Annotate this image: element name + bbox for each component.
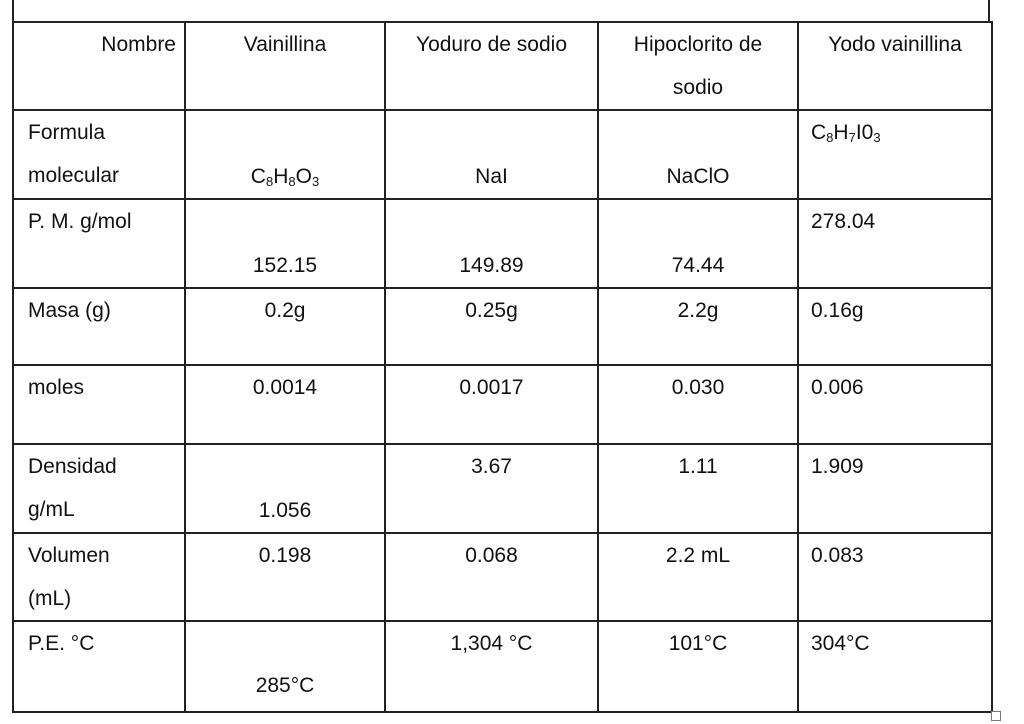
table-top-frame bbox=[12, 0, 990, 21]
cell-value: 3.67 bbox=[384, 443, 599, 534]
cell-value: 0.030 bbox=[597, 364, 799, 445]
cell-value: 74.44 bbox=[597, 198, 799, 289]
cell-value: 0.0014 bbox=[184, 364, 386, 445]
table-resize-handle[interactable] bbox=[991, 711, 1001, 721]
table-row: Densidad g/mL 1.056 3.67 1.11 1.909 bbox=[12, 443, 993, 534]
table-row: P.E. °C 285°C 1,304 °C 101°C 304°C bbox=[12, 620, 993, 713]
cell-value: 0.2g bbox=[184, 287, 386, 366]
cell-value: 2.2g bbox=[597, 287, 799, 366]
cell-value: 152.15 bbox=[184, 198, 386, 289]
cell-value: 0.068 bbox=[384, 532, 599, 622]
cell-value: 101°C bbox=[597, 620, 799, 713]
cell-formula-yoduro: NaI bbox=[384, 109, 599, 200]
formula-text: C8H7I03 bbox=[811, 121, 881, 145]
row-label-line: (mL) bbox=[28, 587, 72, 610]
cell-value: 149.89 bbox=[384, 198, 599, 289]
row-label-line: g/mL bbox=[28, 498, 75, 521]
cell-value: 0.16g bbox=[797, 287, 993, 366]
row-label-formula: Formula molecular bbox=[12, 109, 186, 200]
cell-value: 0.0017 bbox=[384, 364, 599, 445]
row-label-line: Formula bbox=[28, 121, 106, 144]
cell-value: 2.2 mL bbox=[597, 532, 799, 622]
row-label-densidad: Densidad g/mL bbox=[12, 443, 186, 534]
row-label-pm: P. M. g/mol bbox=[12, 198, 186, 289]
header-cell-vainillina: Vainillina bbox=[184, 21, 386, 111]
cell-value: 304°C bbox=[797, 620, 993, 713]
table-row: P. M. g/mol 152.15 149.89 74.44 278.04 bbox=[12, 198, 993, 289]
header-row: Nombre Vainillina Yoduro de sodio Hipocl… bbox=[12, 21, 993, 111]
properties-table: Nombre Vainillina Yoduro de sodio Hipocl… bbox=[12, 21, 993, 713]
row-label-moles: moles bbox=[12, 364, 186, 445]
formula-text: C8H8O3 bbox=[250, 165, 320, 189]
table-row: Formula molecular C8H8O3 NaI NaClO C8H7I… bbox=[12, 109, 993, 200]
cell-value: 0.083 bbox=[797, 532, 993, 622]
row-label-line: molecular bbox=[28, 164, 120, 187]
cell-value: 285°C bbox=[184, 620, 386, 713]
table-row: Volumen (mL) 0.198 0.068 2.2 mL 0.083 bbox=[12, 532, 993, 622]
row-label-line: Densidad bbox=[28, 455, 117, 478]
row-label-masa: Masa (g) bbox=[12, 287, 186, 366]
header-text: Hipoclorito de sodio bbox=[633, 33, 763, 99]
header-cell-yodo-vainillina: Yodo vainillina bbox=[797, 21, 993, 111]
row-label-pe: P.E. °C bbox=[12, 620, 186, 713]
cell-formula-vainillina: C8H8O3 bbox=[184, 109, 386, 200]
table-row: moles 0.0014 0.0017 0.030 0.006 bbox=[12, 364, 993, 445]
cell-value: 1.909 bbox=[797, 443, 993, 534]
table-row: Masa (g) 0.2g 0.25g 2.2g 0.16g bbox=[12, 287, 993, 366]
cell-formula-hipoclorito: NaClO bbox=[597, 109, 799, 200]
cell-value: 1.056 bbox=[184, 443, 386, 534]
cell-value: 0.198 bbox=[184, 532, 386, 622]
cell-value: 1.11 bbox=[597, 443, 799, 534]
cell-value: 1,304 °C bbox=[384, 620, 599, 713]
header-cell-hipoclorito-de-sodio: Hipoclorito de sodio bbox=[597, 21, 799, 111]
cell-value: 278.04 bbox=[797, 198, 993, 289]
header-cell-nombre: Nombre bbox=[12, 21, 186, 111]
row-label-line: Volumen bbox=[28, 544, 110, 567]
cell-value: 0.25g bbox=[384, 287, 599, 366]
row-label-volumen: Volumen (mL) bbox=[12, 532, 186, 622]
header-cell-yoduro-de-sodio: Yoduro de sodio bbox=[384, 21, 599, 111]
cell-value: 0.006 bbox=[797, 364, 993, 445]
cell-formula-yodo-vainillina: C8H7I03 bbox=[797, 109, 993, 200]
